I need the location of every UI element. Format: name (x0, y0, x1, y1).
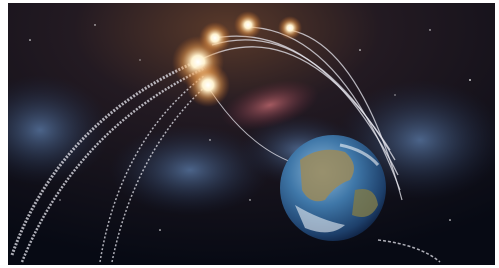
image (0, 3, 499, 265)
star (139, 59, 140, 60)
star (469, 79, 471, 81)
earth (280, 135, 386, 241)
star (94, 24, 95, 25)
star (209, 139, 210, 140)
star (394, 94, 395, 95)
star (59, 199, 60, 200)
star (429, 29, 430, 30)
sun (278, 16, 302, 40)
sun (199, 22, 231, 54)
page (0, 0, 499, 268)
sun (186, 63, 230, 107)
star (449, 219, 451, 221)
star (159, 229, 161, 231)
space-scene (0, 0, 499, 268)
star (359, 49, 361, 51)
star (29, 39, 31, 41)
sun (234, 11, 262, 39)
star (249, 199, 250, 200)
